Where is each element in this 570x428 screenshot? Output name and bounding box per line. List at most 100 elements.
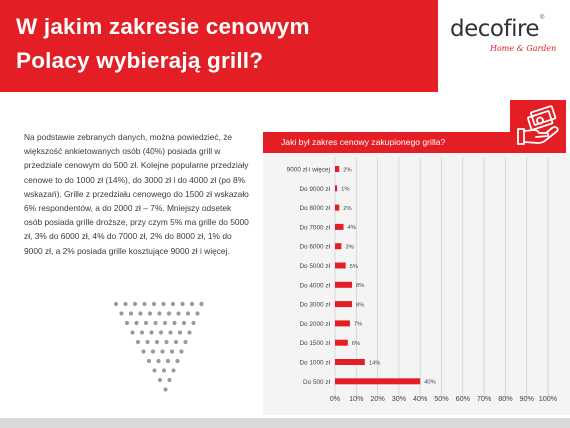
- decorative-dot: [164, 339, 169, 345]
- decorative-dot: [179, 349, 184, 354]
- decorative-dot: [161, 301, 166, 307]
- decorative-dot: [170, 301, 176, 307]
- header-banner: W jakim zakresie cenowym Polacy wybieraj…: [0, 0, 570, 92]
- decorative-dot: [153, 320, 158, 326]
- category-label: Do 3000 zł: [299, 302, 330, 309]
- decorative-dot: [181, 320, 187, 326]
- x-tick-label: 40%: [413, 394, 428, 403]
- bar: [335, 166, 340, 172]
- decorative-dot: [173, 339, 179, 345]
- bar: [335, 243, 342, 250]
- decorative-dot: [146, 358, 152, 364]
- category-label: Do 7000 zł: [299, 224, 330, 231]
- decorative-dot: [147, 311, 153, 316]
- decorative-dot: [199, 301, 204, 307]
- decorative-dot: [189, 301, 195, 307]
- category-label: Do 1000 zł: [299, 360, 330, 367]
- x-tick-label: 10%: [349, 394, 364, 403]
- bar: [335, 281, 353, 288]
- category-label: Do 9000 zł: [299, 186, 330, 193]
- decorative-dot: [158, 330, 164, 335]
- decorative-dot: [162, 320, 168, 326]
- x-tick-label: 70%: [477, 394, 492, 403]
- bar-value-label: 1%: [341, 187, 349, 193]
- decorative-dot: [130, 330, 135, 335]
- article-paragraph: Na podstawie zebranych danych, można pow…: [24, 132, 249, 256]
- decorative-dot: [152, 368, 157, 373]
- category-label: Do 8000 zł: [299, 205, 330, 212]
- decorative-dot: [142, 301, 147, 307]
- decorative-dot: [160, 349, 165, 354]
- brand-name: decofire: [450, 16, 540, 42]
- bar: [335, 359, 365, 365]
- decorative-dot: [156, 358, 161, 364]
- bar: [335, 262, 346, 269]
- decorative-dot: [185, 311, 191, 316]
- decorative-dot: [165, 358, 171, 364]
- x-tick-label: 80%: [498, 394, 513, 403]
- decorative-dot: [171, 368, 176, 373]
- decorative-dot: [167, 377, 172, 383]
- bar-value-label: 8%: [356, 302, 364, 308]
- decorative-dot: [149, 330, 154, 335]
- decorative-dot: [143, 320, 149, 326]
- decorative-dot: [166, 311, 172, 316]
- bar-value-label: 2%: [343, 206, 351, 212]
- x-tick-label: 90%: [520, 394, 535, 403]
- category-label: Do 4000 zł: [299, 282, 330, 289]
- decorative-dot: [176, 311, 181, 316]
- decorative-dot: [124, 320, 130, 326]
- bar-value-label: 2%: [343, 167, 351, 173]
- category-label: Do 1500 zł: [299, 340, 330, 347]
- chart-panel: [263, 153, 570, 415]
- decorative-dot: [128, 311, 134, 316]
- category-label: Do 6000 zł: [299, 244, 330, 251]
- x-tick-label: 20%: [370, 394, 385, 403]
- brand-registered-mark: ®: [540, 15, 545, 21]
- x-tick-label: 60%: [456, 394, 471, 403]
- bar: [335, 339, 348, 346]
- bar-value-label: 14%: [369, 360, 381, 366]
- page-title-line-2: Polacy wybierają grill?: [16, 48, 264, 73]
- decorative-dot: [145, 339, 150, 345]
- decorative-dot: [119, 311, 124, 316]
- x-tick-label: 100%: [539, 394, 558, 403]
- bar-value-label: 5%: [350, 264, 358, 270]
- brand-logo: decofire ® Home & Garden: [438, 0, 570, 92]
- category-label: Do 5000 zł: [299, 263, 330, 270]
- bar: [335, 378, 421, 385]
- hand-holding-money-icon: [510, 100, 566, 154]
- bar-value-label: 7%: [354, 322, 362, 328]
- decorative-dot: [157, 311, 162, 316]
- decorative-dot: [191, 320, 196, 326]
- page-title: W jakim zakresie cenowym Polacy wybieraj…: [16, 10, 310, 78]
- page-title-line-1: W jakim zakresie cenowym: [16, 14, 310, 39]
- decorative-dot: [168, 330, 173, 335]
- decorative-dot: [132, 301, 138, 307]
- decorative-dot: [175, 358, 180, 364]
- chart-title: Jaki był zakres cenowy zakupionego grill…: [263, 132, 515, 153]
- decorative-dot: [187, 330, 192, 335]
- bar-value-label: 8%: [356, 283, 364, 289]
- category-label: 9000 zł i więcej: [287, 167, 330, 174]
- bar-chart: 0% 10% 20% 30% 40% 50% 60% 70% 80% 90% 100% 9000 zł…: [287, 157, 558, 403]
- bar: [335, 185, 338, 192]
- decorative-dot: [172, 320, 177, 326]
- x-tick-label: 30%: [392, 394, 407, 403]
- decorative-dot: [157, 377, 163, 383]
- footer-strip: [0, 418, 570, 428]
- decorative-dot: [154, 339, 160, 345]
- bar-value-label: 6%: [352, 341, 360, 347]
- decorative-dot: [169, 349, 175, 354]
- decorative-dot: [161, 368, 167, 373]
- bar: [335, 204, 340, 211]
- decorative-dot: [151, 301, 157, 307]
- bar-value-label: 3%: [345, 245, 353, 251]
- decorative-dot: [180, 301, 185, 307]
- decorative-dot: [113, 301, 119, 307]
- decorative-dot-triangle: [113, 301, 204, 392]
- decorative-dot: [195, 311, 200, 316]
- hand-holding-money-icon-graphic: [517, 105, 559, 145]
- decorative-dot: [141, 349, 146, 354]
- bar: [335, 301, 353, 308]
